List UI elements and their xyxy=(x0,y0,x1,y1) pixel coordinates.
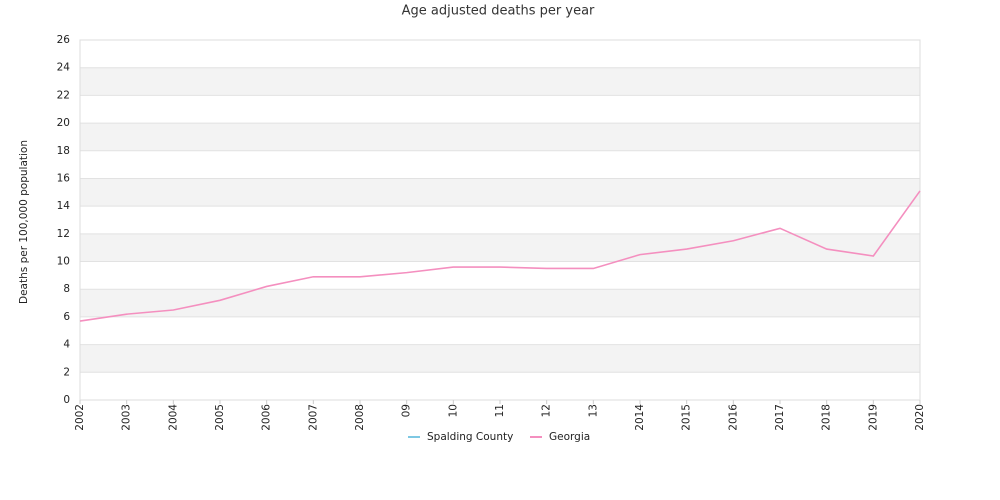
y-tick-label: 10 xyxy=(57,256,70,268)
grid-band xyxy=(80,67,920,96)
grid-band xyxy=(80,344,920,373)
x-tick-label: 2004 xyxy=(167,404,179,431)
grid-band xyxy=(80,233,920,262)
y-tick-label: 0 xyxy=(63,394,70,406)
x-tick-label: 12 xyxy=(541,404,553,417)
x-tick-label: 2014 xyxy=(634,404,646,431)
y-tick-label: 14 xyxy=(57,200,71,212)
y-tick-label: 2 xyxy=(63,366,70,378)
x-tick-label: 2007 xyxy=(307,404,319,431)
y-tick-label: 6 xyxy=(63,311,70,323)
chart-title: Age adjusted deaths per year xyxy=(402,4,595,19)
x-tick-label: 2005 xyxy=(214,404,226,431)
legend-label: Spalding County xyxy=(427,431,513,443)
x-tick-label: 2016 xyxy=(727,404,739,431)
x-tick-label: 2006 xyxy=(261,404,273,431)
x-tick-label: 2020 xyxy=(914,404,926,431)
x-tick-label: 2008 xyxy=(354,404,366,431)
y-axis-label: Deaths per 100,000 population xyxy=(18,140,30,304)
y-tick-label: 12 xyxy=(57,228,70,240)
x-tick-label: 2019 xyxy=(867,404,879,431)
legend-label: Georgia xyxy=(549,431,590,443)
x-tick-label: 13 xyxy=(587,404,599,417)
y-tick-label: 22 xyxy=(57,89,70,101)
y-tick-label: 26 xyxy=(57,34,71,46)
grid-band xyxy=(80,289,920,317)
y-tick-label: 24 xyxy=(57,62,71,74)
x-tick-label: 11 xyxy=(494,404,506,417)
y-tick-label: 8 xyxy=(63,283,70,295)
x-tick-label: 2017 xyxy=(774,404,786,431)
x-tick-label: 09 xyxy=(401,404,413,417)
x-tick-label: 2015 xyxy=(681,404,693,431)
grid-band xyxy=(80,178,920,207)
y-tick-label: 18 xyxy=(57,145,70,157)
x-tick-label: 2002 xyxy=(74,404,86,431)
y-tick-label: 20 xyxy=(57,117,70,129)
y-tick-label: 4 xyxy=(63,339,70,351)
grid-band xyxy=(80,123,920,151)
y-tick-label: 16 xyxy=(57,172,71,184)
x-tick-label: 2003 xyxy=(121,404,133,431)
x-tick-label: 10 xyxy=(447,404,459,417)
series-line xyxy=(79,190,921,322)
x-tick-label: 2018 xyxy=(821,404,833,431)
